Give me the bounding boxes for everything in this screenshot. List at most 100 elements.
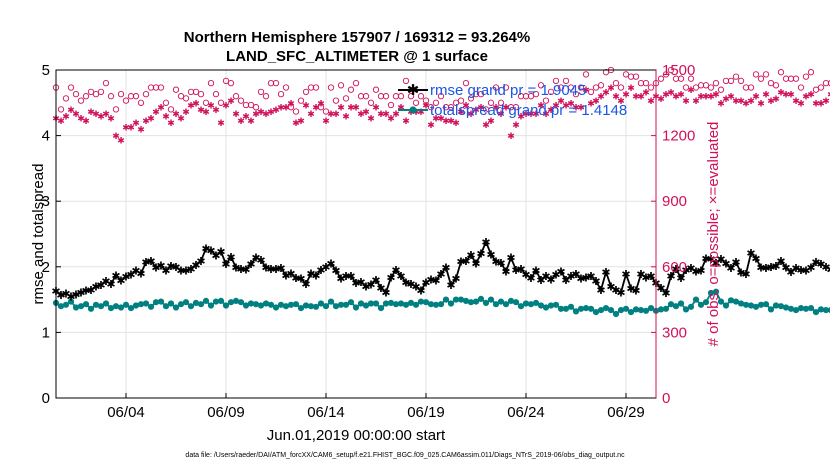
ticks-layer: 0 1 2 3 4 5 0 300 600 900 1200 1500 06/04 06/09 06/14 0… [42,62,696,421]
point-rmse: ✱ [336,274,345,286]
point-rmse: ✱ [96,280,105,292]
point-possible [432,99,440,106]
point-rmse: ✱ [751,253,760,265]
point-evaluated: ✱ [587,98,595,108]
point-evaluated: ✱ [732,96,740,106]
point-rmse: ✱ [791,263,800,275]
point-totalspread [262,300,270,307]
point-evaluated: ✱ [327,109,335,119]
point-possible [387,101,395,109]
point-rmse: ✱ [631,285,640,297]
point-possible [122,97,130,104]
point-rmse: ✱ [526,273,535,285]
point-totalspread [187,303,195,310]
point-rmse: ✱ [781,263,790,275]
point-totalspread [527,301,535,308]
point-totalspread [312,303,320,310]
point-totalspread [387,299,395,306]
point-rmse: ✱ [471,259,480,271]
point-possible [552,77,560,85]
point-possible [802,73,810,80]
legend-marker-spread [409,106,417,114]
point-evaluated: ✱ [467,109,475,119]
point-possible [177,93,185,100]
point-totalspread [487,296,495,303]
point-evaluated: ✱ [277,103,285,113]
point-rmse: ✱ [301,279,310,291]
point-totalspread [592,309,600,316]
point-totalspread [462,297,470,304]
point-totalspread [762,301,770,308]
point-evaluated: ✱ [112,131,120,141]
point-rmse: ✱ [291,273,300,285]
line-rmse [55,239,830,298]
point-evaluated: ✱ [552,101,560,111]
point-rmse: ✱ [776,256,785,268]
point-totalspread [212,298,220,305]
point-totalspread [687,303,695,310]
point-rmse: ✱ [481,237,490,249]
point-possible [702,82,710,89]
point-rmse: ✱ [596,285,605,297]
point-evaluated: ✱ [642,87,650,97]
point-evaluated: ✱ [92,109,100,119]
point-totalspread [467,299,475,306]
point-possible [412,99,420,106]
point-rmse: ✱ [366,280,375,292]
point-rmse: ✱ [556,266,565,278]
point-rmse: ✱ [661,288,670,300]
point-evaluated: ✱ [522,109,530,119]
point-evaluated: ✱ [512,120,520,130]
point-rmse: ✱ [66,291,75,303]
point-evaluated: ✱ [607,83,615,93]
point-evaluated: ✱ [357,109,365,119]
point-totalspread [622,305,630,312]
point-possible [567,84,575,91]
point-totalspread [232,297,240,304]
point-totalspread [502,301,510,308]
point-rmse: ✱ [116,276,125,288]
point-rmse: ✱ [441,263,450,275]
point-evaluated: ✱ [697,92,705,102]
point-evaluated: ✱ [287,98,295,108]
point-totalspread [517,303,525,310]
point-possible [57,106,65,113]
x-tick-label: 06/29 [607,404,645,421]
point-totalspread [677,300,685,307]
series-layer: ✱✱✱✱✱✱✱✱✱✱✱✱✱✱✱✱✱✱✱✱✱✱✱✱✱✱✱✱✱✱✱✱✱✱✱✱✱✱✱✱… [51,66,830,318]
point-possible [362,93,370,100]
point-evaluated: ✱ [182,107,190,117]
point-totalspread [182,299,190,306]
point-totalspread [817,306,825,313]
x-tick-label: 06/14 [307,404,345,421]
point-rmse: ✱ [311,270,320,282]
point-evaluated: ✱ [482,120,490,130]
point-totalspread [82,301,90,308]
point-possible [682,84,690,91]
point-totalspread [422,299,430,306]
point-rmse: ✱ [331,266,340,278]
point-possible [257,88,265,96]
point-possible [707,84,715,91]
point-evaluated: ✱ [252,109,260,119]
point-rmse: ✱ [101,276,110,288]
point-rmse: ✱ [786,267,795,279]
point-evaluated: ✱ [117,136,125,146]
point-rmse: ✱ [141,257,150,269]
point-evaluated: ✱ [547,105,555,115]
point-totalspread [617,307,625,314]
point-rmse: ✱ [306,268,315,280]
point-totalspread [72,304,80,311]
point-possible [752,71,760,78]
point-totalspread [167,300,175,307]
point-rmse: ✱ [636,269,645,281]
legend-label-rmse: rmse grand pr = 1.9045 [430,82,586,99]
y-tick-label: 3 [42,193,50,210]
point-evaluated: ✱ [172,109,180,119]
point-evaluated: ✱ [302,101,310,111]
point-totalspread [367,300,375,307]
point-possible [717,86,725,93]
point-evaluated: ✱ [647,96,655,106]
x-tick-label: 06/24 [507,404,545,421]
y2-tick-label: 1500 [662,62,695,79]
